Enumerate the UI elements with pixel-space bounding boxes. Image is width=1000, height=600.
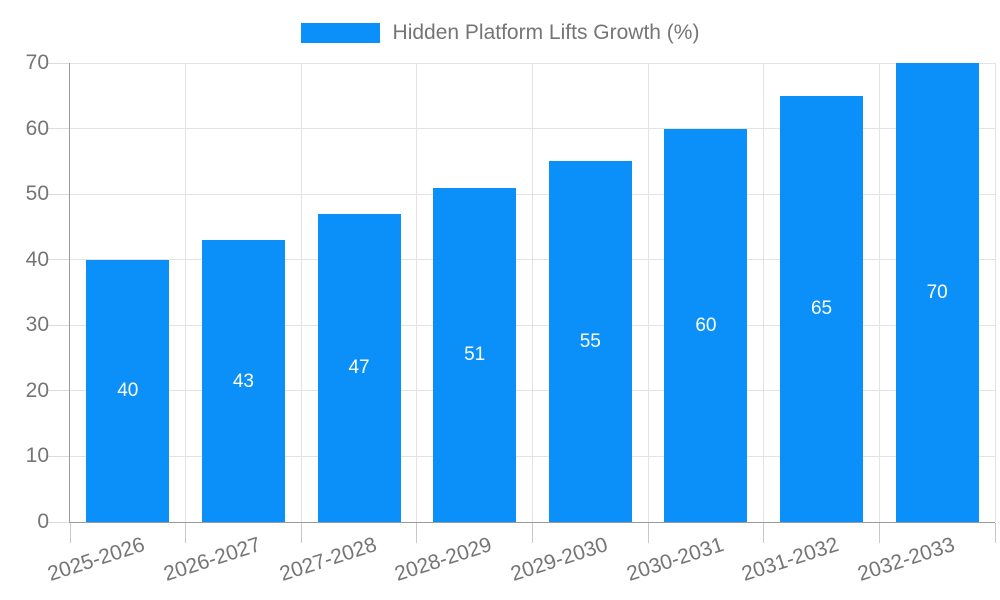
y-tick-label: 50 <box>25 182 49 206</box>
y-tick-mark <box>47 455 69 457</box>
x-tick-label: 2026-2027 <box>160 533 264 586</box>
bar-value-label: 55 <box>579 331 601 353</box>
bar-value-label: 70 <box>926 282 948 303</box>
bar: 40 <box>86 259 170 522</box>
y-tick-mark <box>47 128 69 130</box>
x-tick-mark <box>647 523 649 543</box>
legend-swatch[interactable] <box>300 23 380 43</box>
x-tick-label: 2028-2029 <box>392 533 495 586</box>
y-tick-mark <box>47 259 69 261</box>
x-tick-label: 2031-2032 <box>739 533 842 586</box>
bar: 60 <box>664 128 748 522</box>
x-tick-label: 2027-2028 <box>276 533 380 586</box>
y-tick-mark <box>47 390 69 392</box>
x-tick-label: 2032-2033 <box>854 533 958 586</box>
bar-value-label: 51 <box>464 344 486 366</box>
x-tick-mark <box>994 523 996 543</box>
bar-value-label: 43 <box>232 370 254 392</box>
v-gridline <box>532 63 533 522</box>
bar: 70 <box>895 63 979 522</box>
y-tick-mark <box>47 324 69 326</box>
bar-value-label: 47 <box>348 357 370 379</box>
x-tick-mark <box>416 523 418 543</box>
legend[interactable]: Hidden Platform Lifts Growth (%) <box>0 21 1000 45</box>
bar-value-label: 65 <box>810 298 833 320</box>
x-tick-label: 2029-2030 <box>507 533 611 586</box>
y-tick-label: 30 <box>25 313 49 337</box>
bar: 65 <box>780 95 864 522</box>
plot-area: 0 10 20 30 40 50 60 70 40 43 47 51 55 60 65 70 2025-2026… <box>26 51 996 586</box>
y-tick-label: 70 <box>25 51 49 74</box>
x-tick-label: 2025-2026 <box>45 533 148 586</box>
x-tick-mark <box>185 523 187 543</box>
x-tick-mark <box>300 523 302 543</box>
legend-label[interactable]: Hidden Platform Lifts Growth (%) <box>392 21 700 44</box>
y-tick-label: 0 <box>37 510 49 533</box>
y-tick-label: 60 <box>25 116 49 140</box>
v-gridline <box>300 63 302 522</box>
x-tick-mark <box>532 523 533 543</box>
x-tick-label: 2030-2031 <box>623 533 727 586</box>
v-gridline <box>416 63 418 522</box>
v-gridline <box>647 63 649 522</box>
bar-value-label: 60 <box>695 314 717 336</box>
v-gridline <box>994 63 996 522</box>
bar: 55 <box>548 161 632 522</box>
v-gridline <box>185 63 187 522</box>
x-tick-mark <box>878 523 880 543</box>
y-tick-mark <box>47 521 69 523</box>
y-tick-label: 10 <box>25 444 49 468</box>
y-tick-label: 20 <box>25 378 49 402</box>
bar-value-label: 40 <box>117 380 139 402</box>
y-tick-mark <box>47 193 69 195</box>
bar: 47 <box>317 213 401 522</box>
x-tick-mark <box>763 523 765 543</box>
y-tick-label: 40 <box>25 247 49 271</box>
bar: 43 <box>201 240 285 522</box>
x-tick-mark <box>69 523 71 543</box>
bar: 51 <box>433 187 517 522</box>
y-tick-mark <box>47 62 69 64</box>
v-gridline <box>878 63 880 522</box>
v-gridline <box>763 63 765 522</box>
